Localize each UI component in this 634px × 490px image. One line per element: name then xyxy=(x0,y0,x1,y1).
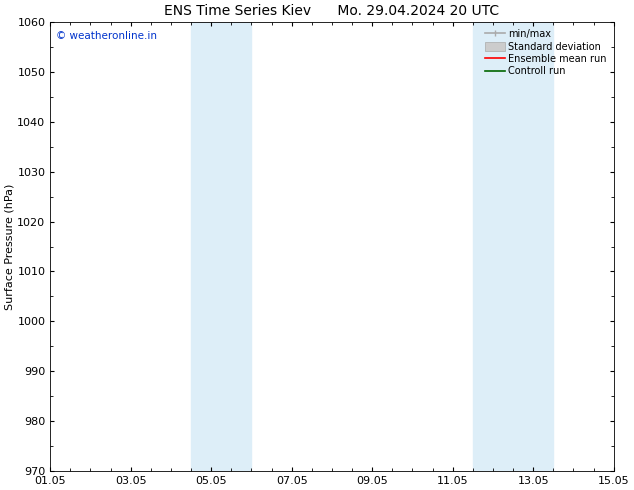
Text: © weatheronline.in: © weatheronline.in xyxy=(56,31,157,41)
Bar xyxy=(191,23,252,471)
Legend: min/max, Standard deviation, Ensemble mean run, Controll run: min/max, Standard deviation, Ensemble me… xyxy=(483,27,609,78)
Y-axis label: Surface Pressure (hPa): Surface Pressure (hPa) xyxy=(4,183,15,310)
Title: ENS Time Series Kiev      Mo. 29.04.2024 20 UTC: ENS Time Series Kiev Mo. 29.04.2024 20 U… xyxy=(164,4,500,19)
Bar xyxy=(473,23,553,471)
